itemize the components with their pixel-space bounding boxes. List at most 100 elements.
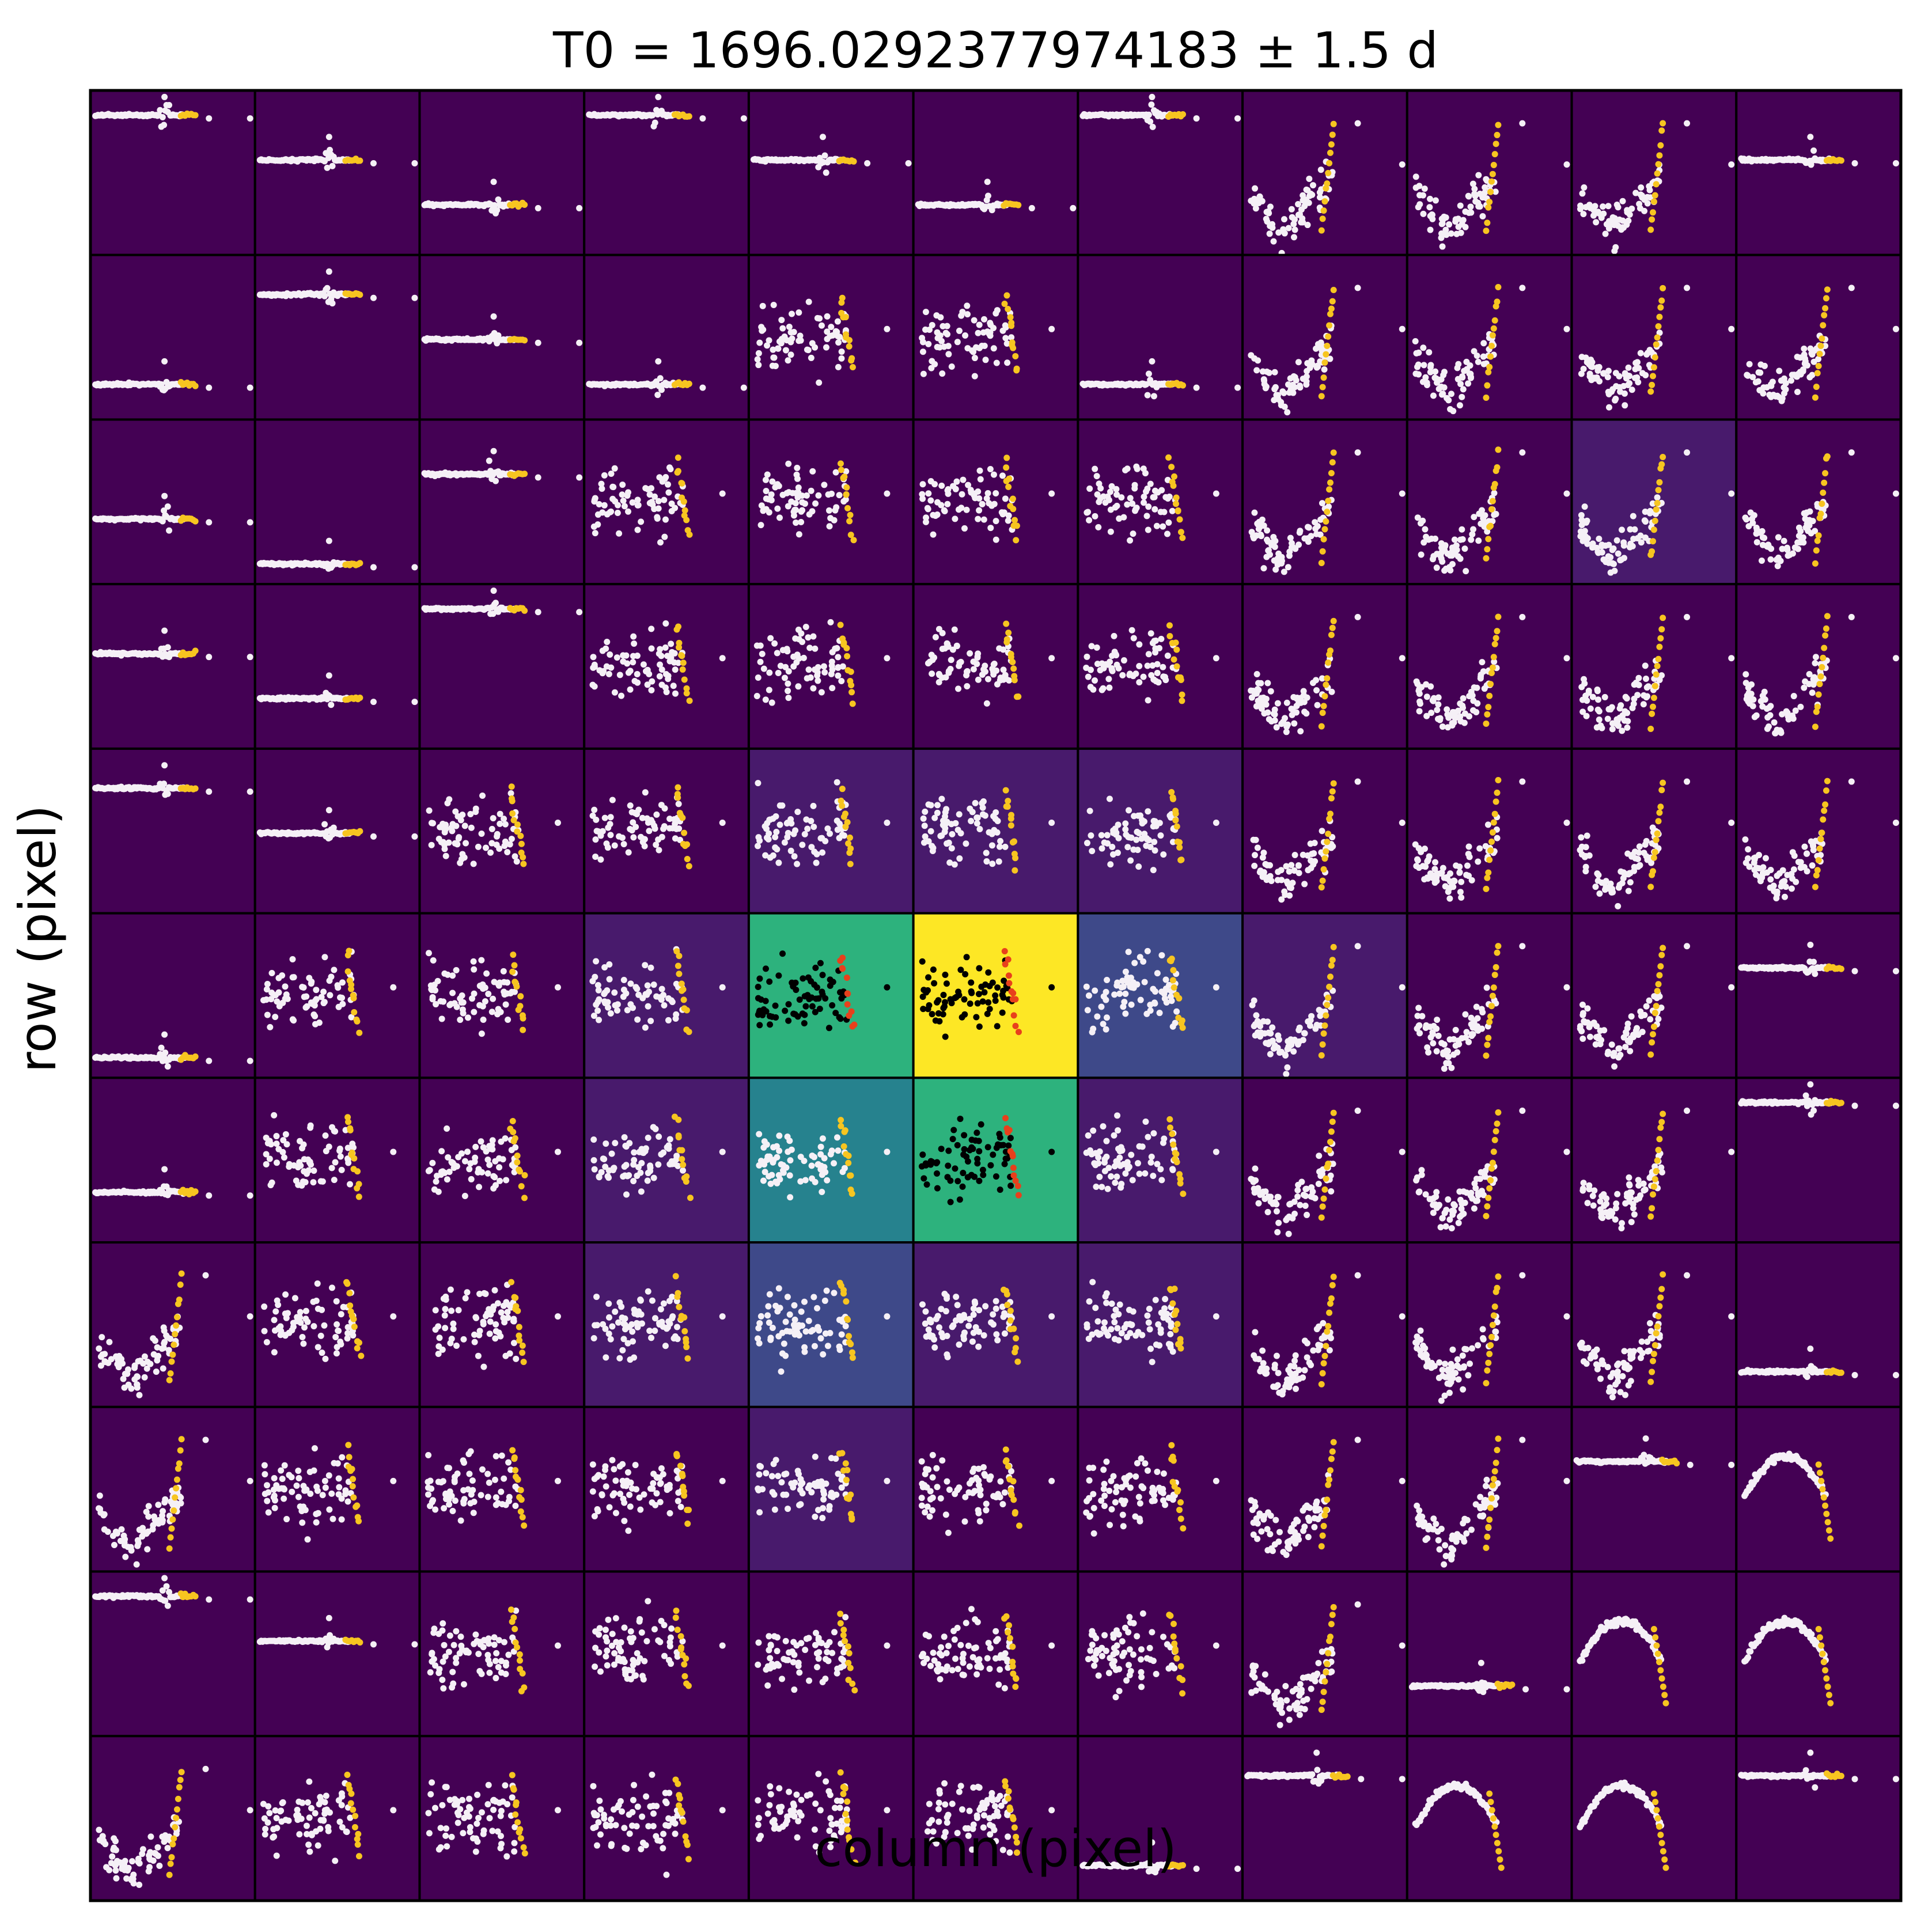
flux-point [1399,490,1406,497]
transit-point [1812,560,1819,567]
transit-point [846,343,853,350]
flux-point [792,827,799,834]
flux-point [1459,373,1465,380]
flux-point [927,802,934,809]
flux-point [941,507,948,514]
flux-point [647,964,654,971]
flux-point [1581,680,1588,687]
transit-point [1485,204,1492,211]
flux-point [453,822,460,829]
flux-point [247,788,253,795]
flux-point [1399,161,1406,168]
transit-point [1318,723,1325,730]
flux-point [1747,509,1754,516]
flux-point [303,993,310,1000]
flux-point [268,989,275,996]
transit-point [680,996,687,1003]
transit-point [1011,677,1018,684]
flux-point [1602,230,1609,237]
flux-point [1619,198,1626,204]
flux-point [1438,215,1445,222]
flux-point [997,674,1004,681]
flux-point [999,472,1006,479]
flux-point [942,329,949,336]
flux-point [1492,188,1499,195]
flux-point [1457,202,1464,209]
pixel-cell-r5-c0 [89,912,256,1079]
flux-point [1149,93,1156,100]
flux-point [1136,662,1143,669]
flux-point [1745,689,1752,696]
transit-point [1650,538,1657,545]
flux-point [1594,870,1601,877]
flux-point [1435,701,1442,708]
flux-point [1413,863,1420,870]
transit-point [679,814,686,821]
flux-point [930,531,937,538]
pixel-background [747,912,915,1079]
flux-point [1582,204,1589,211]
transit-point [1655,487,1662,494]
pixel-cell-r2-c4 [747,418,915,586]
flux-point [1028,204,1035,211]
flux-point [976,507,983,514]
transit-point [1483,394,1490,401]
pixel-background [418,89,586,256]
flux-point [1636,843,1643,850]
flux-point [1465,380,1472,387]
flux-point [864,160,871,166]
flux-point [629,499,636,506]
flux-point [1213,490,1219,497]
flux-point [1312,519,1319,526]
flux-point [630,633,637,640]
flux-point [1297,382,1304,389]
flux-point [1764,714,1771,721]
flux-point [1281,216,1287,223]
transit-point [1649,216,1656,223]
flux-point [1422,863,1429,870]
pixel-cell-r2-c2 [418,418,586,586]
flux-point [1100,685,1107,692]
flux-point [1266,716,1272,723]
flux-point [428,841,435,848]
flux-point [755,362,762,369]
flux-point [1130,635,1137,642]
transit-point [1647,388,1654,395]
flux-point [1596,536,1603,543]
flux-point [1454,215,1461,222]
flux-point [1130,673,1137,680]
flux-point [997,837,1004,844]
flux-point [468,824,475,831]
flux-point [620,977,627,984]
pixel-background [912,89,1079,256]
flux-point [1113,661,1120,668]
flux-point [1120,657,1127,664]
flux-point [983,700,990,707]
flux-point [944,640,951,647]
transit-point [1319,548,1326,555]
flux-point [206,1057,213,1064]
flux-point [1728,325,1735,332]
flux-point [600,668,607,674]
flux-point [1416,201,1423,208]
transit-point [1821,807,1828,814]
flux-point [247,384,253,391]
transit-point [1323,518,1329,525]
flux-point [811,848,818,855]
transit-point [1488,178,1495,185]
flux-point [1471,185,1478,192]
flux-point [1615,550,1622,557]
flux-point [1609,726,1616,733]
flux-point [1128,627,1135,634]
flux-point [971,317,978,324]
transit-point [1329,788,1336,795]
transit-point [848,682,855,689]
flux-point [272,1014,279,1021]
flux-point [485,991,492,998]
flux-point [312,1021,319,1028]
flux-point [599,647,606,654]
pixel-cell-r5-c2 [418,912,586,1079]
flux-point [980,516,987,523]
transit-point [1486,199,1493,206]
